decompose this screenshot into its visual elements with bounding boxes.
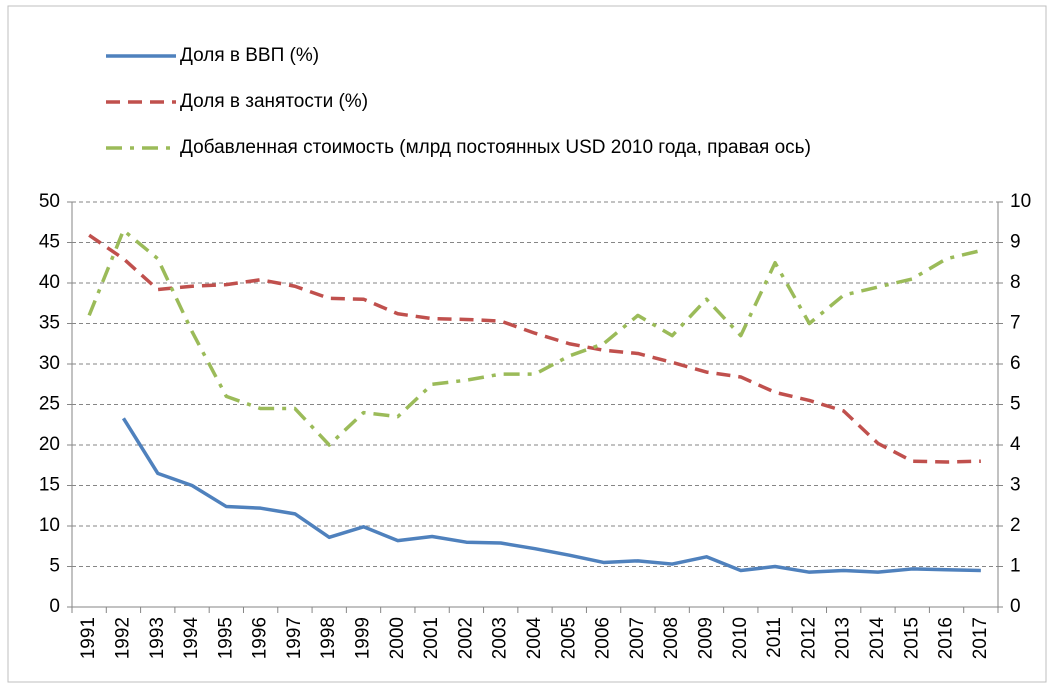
x-tick-label: 1991 (78, 617, 99, 659)
y-tick-label: 0 (49, 596, 60, 617)
legend-label: Добавленная стоимость (млрд постоянных U… (180, 137, 811, 158)
y-tick-label: 20 (39, 434, 60, 455)
x-tick-label: 2011 (764, 617, 785, 658)
x-tick-label: 1996 (250, 617, 271, 659)
x-tick-label: 2008 (661, 617, 682, 659)
x-tick-label: 2012 (798, 617, 819, 659)
x-tick-label: 2002 (455, 617, 476, 659)
y-tick-label: 30 (39, 353, 60, 374)
x-tick-label: 2001 (421, 617, 442, 659)
legend-label: Доля в занятости (%) (180, 91, 368, 112)
y2-tick-label: 0 (1010, 596, 1021, 617)
y2-tick-label: 7 (1010, 313, 1021, 334)
legend-label: Доля в ВВП (%) (180, 45, 319, 66)
x-tick-label: 1995 (215, 617, 236, 659)
series-line (87, 228, 982, 447)
x-tick-label: 2010 (730, 617, 751, 659)
y-tick-label: 5 (49, 556, 60, 577)
y-tick-label: 40 (39, 272, 60, 293)
x-tick-label: 2000 (387, 617, 408, 659)
y2-tick-label: 8 (1010, 272, 1021, 293)
y2-tick-label: 2 (1010, 515, 1021, 536)
x-tick-label: 2014 (867, 617, 888, 660)
y-tick-label: 10 (39, 515, 60, 536)
series-line (88, 233, 981, 464)
y-tick-label: 45 (39, 232, 60, 253)
y2-tick-label: 3 (1010, 475, 1021, 496)
y-tick-label: 50 (39, 191, 60, 212)
y2-tick-label: 9 (1010, 232, 1021, 253)
x-tick-label: 2006 (593, 617, 614, 659)
y2-tick-label: 10 (1010, 191, 1031, 212)
x-tick-label: 2013 (833, 617, 854, 659)
y-tick-label: 35 (39, 313, 60, 334)
x-tick-label: 2003 (490, 617, 511, 659)
series-line (121, 417, 981, 574)
x-tick-label: 2015 (901, 617, 922, 659)
x-tick-label: 2009 (695, 617, 716, 659)
x-tick-label: 1992 (112, 617, 133, 659)
x-tick-label: 1993 (147, 617, 168, 659)
chart-border (7, 5, 1047, 683)
y-tick-label: 25 (39, 394, 60, 415)
x-tick-label: 2007 (627, 617, 648, 659)
x-tick-label: 2017 (970, 617, 991, 659)
x-tick-label: 1999 (353, 617, 374, 659)
x-tick-label: 2005 (558, 617, 579, 659)
y-tick-label: 15 (39, 475, 60, 496)
x-tick-label: 1994 (181, 617, 202, 660)
x-tick-label: 2004 (524, 617, 545, 660)
x-tick-label: 2016 (936, 617, 957, 659)
y2-tick-label: 1 (1010, 556, 1021, 577)
x-tick-label: 1997 (284, 617, 305, 659)
y2-tick-label: 6 (1010, 353, 1021, 374)
y2-tick-label: 4 (1010, 434, 1021, 455)
x-tick-label: 1998 (318, 617, 339, 659)
y2-tick-label: 5 (1010, 394, 1021, 415)
